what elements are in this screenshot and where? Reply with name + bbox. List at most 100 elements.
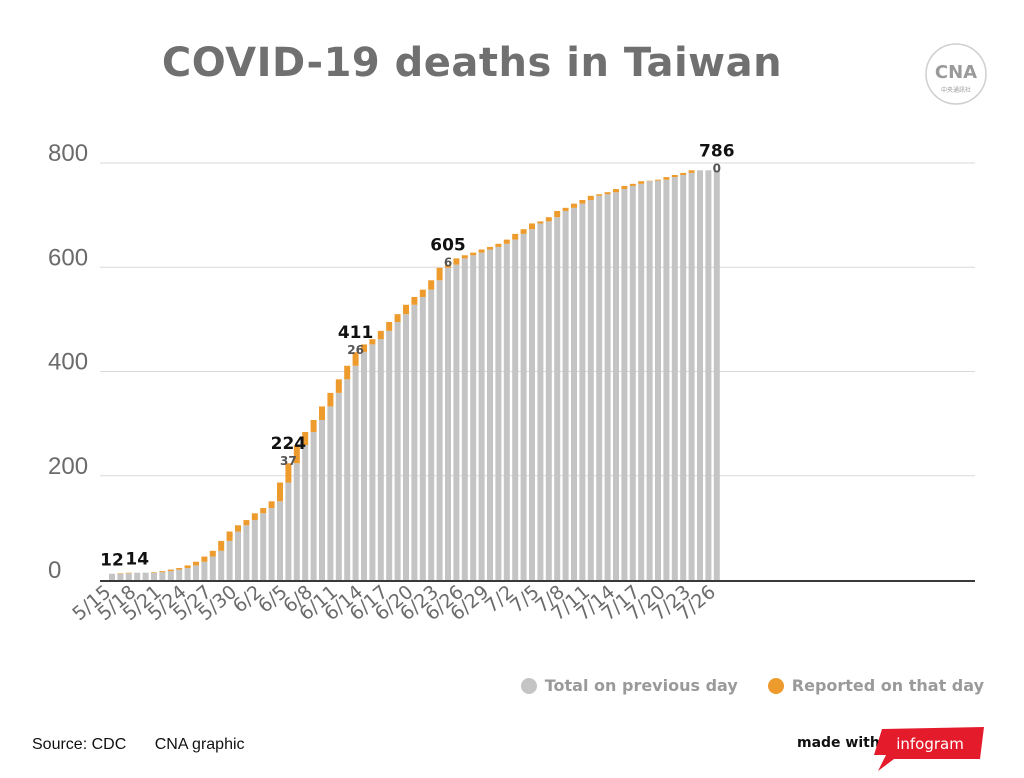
bar-previous xyxy=(285,482,292,580)
bar-previous xyxy=(705,170,712,581)
bar-reported xyxy=(629,183,636,186)
data-label-total: 411 xyxy=(338,323,374,343)
data-label-reported: 37 xyxy=(280,454,297,468)
bar-previous xyxy=(503,243,510,580)
logo-subtext: 中央通訊社 xyxy=(941,86,971,94)
bar-reported xyxy=(621,185,628,190)
bar-reported xyxy=(487,246,493,250)
bar-previous xyxy=(545,221,552,580)
y-tick-label: 0 xyxy=(48,557,61,584)
bar-reported xyxy=(361,344,367,353)
cna-logo: CNA 中央通訊社 xyxy=(925,43,987,105)
legend-dot-previous xyxy=(520,677,537,694)
bar-previous xyxy=(697,170,703,581)
bar-reported xyxy=(579,200,586,204)
chart-title: COVID-19 deaths in Taiwan xyxy=(161,40,783,86)
bar-reported xyxy=(445,264,451,268)
bar-previous xyxy=(310,431,317,580)
bar-reported xyxy=(159,571,166,573)
data-label-reported: 0 xyxy=(713,161,721,175)
footer: Source: CDC CNA graphic xyxy=(32,736,245,754)
bar-previous xyxy=(604,194,611,580)
bar-previous xyxy=(151,572,157,580)
bar-reported xyxy=(411,296,418,305)
legend-item-reported[interactable]: Reported on that day xyxy=(767,676,984,695)
data-label-total: 224 xyxy=(271,434,307,454)
legend-label-reported: Reported on that day xyxy=(791,676,984,695)
bar-previous xyxy=(369,344,376,580)
bar-previous xyxy=(512,239,519,580)
bar-previous xyxy=(436,280,443,580)
bar-reported xyxy=(520,229,527,234)
bar-previous xyxy=(428,289,435,580)
infogram-logo[interactable]: infogram xyxy=(868,725,986,771)
bar-reported xyxy=(453,258,460,265)
bar-previous xyxy=(587,200,594,581)
bar-reported xyxy=(293,444,300,464)
bar-reported xyxy=(604,192,611,195)
bar-previous xyxy=(335,392,342,580)
bar-previous xyxy=(361,352,367,580)
y-tick-label: 800 xyxy=(48,140,88,167)
bar-previous xyxy=(226,540,233,580)
bar-previous xyxy=(470,255,477,581)
bar-reported xyxy=(377,330,384,340)
y-tick-label: 400 xyxy=(48,349,88,376)
bar-previous xyxy=(680,174,687,580)
bar-previous xyxy=(495,246,502,580)
bar-reported xyxy=(335,379,342,393)
source-note: Source: CDC xyxy=(32,736,127,753)
bar-reported xyxy=(478,249,485,253)
bar-previous xyxy=(327,406,334,580)
bar-reported xyxy=(512,233,519,240)
bar-previous xyxy=(671,177,678,581)
bar-reported xyxy=(562,207,569,211)
bar-reported xyxy=(260,508,267,514)
bar-previous xyxy=(529,229,535,581)
bar-previous xyxy=(293,463,300,580)
bar-previous xyxy=(713,170,720,581)
bar-previous xyxy=(554,217,561,580)
bar-previous xyxy=(167,571,174,580)
bar-previous xyxy=(277,501,283,580)
infogram-logo-text: infogram xyxy=(896,735,964,753)
bar-previous xyxy=(201,561,208,580)
bar-reported xyxy=(587,195,594,201)
bar-reported xyxy=(268,501,275,509)
bar-reported xyxy=(663,177,670,180)
bar-previous xyxy=(352,365,359,580)
bar-reported xyxy=(436,267,443,281)
bar-previous xyxy=(445,267,451,580)
bar-previous xyxy=(193,565,199,580)
bar-previous xyxy=(319,419,325,580)
bar-previous xyxy=(579,203,586,580)
bar-reported xyxy=(218,540,225,551)
bar-previous xyxy=(142,572,149,580)
bars xyxy=(109,170,720,581)
bar-reported xyxy=(117,573,124,574)
bar-previous xyxy=(520,233,527,580)
bar-reported xyxy=(327,392,334,407)
bar-previous xyxy=(377,339,384,580)
bar-reported xyxy=(201,556,208,562)
bar-previous xyxy=(411,304,418,580)
bar-previous xyxy=(596,195,603,580)
y-axis-ticks: 0 200 400 600 800 xyxy=(48,140,88,584)
bar-reported xyxy=(680,172,687,175)
logo-text: CNA xyxy=(935,62,977,83)
bar-previous xyxy=(159,572,166,580)
bar-previous xyxy=(209,556,216,580)
bar-reported xyxy=(554,210,561,218)
legend-item-previous[interactable]: Total on previous day xyxy=(520,676,738,695)
bar-reported xyxy=(646,180,653,182)
bar-previous xyxy=(134,572,141,580)
bar-previous xyxy=(461,258,468,580)
bar-reported xyxy=(369,339,376,345)
bar-reported xyxy=(319,406,325,420)
bar-previous xyxy=(613,192,619,580)
bar-previous xyxy=(655,180,661,580)
bar-reported xyxy=(251,513,258,521)
data-label-total: 786 xyxy=(699,141,735,161)
